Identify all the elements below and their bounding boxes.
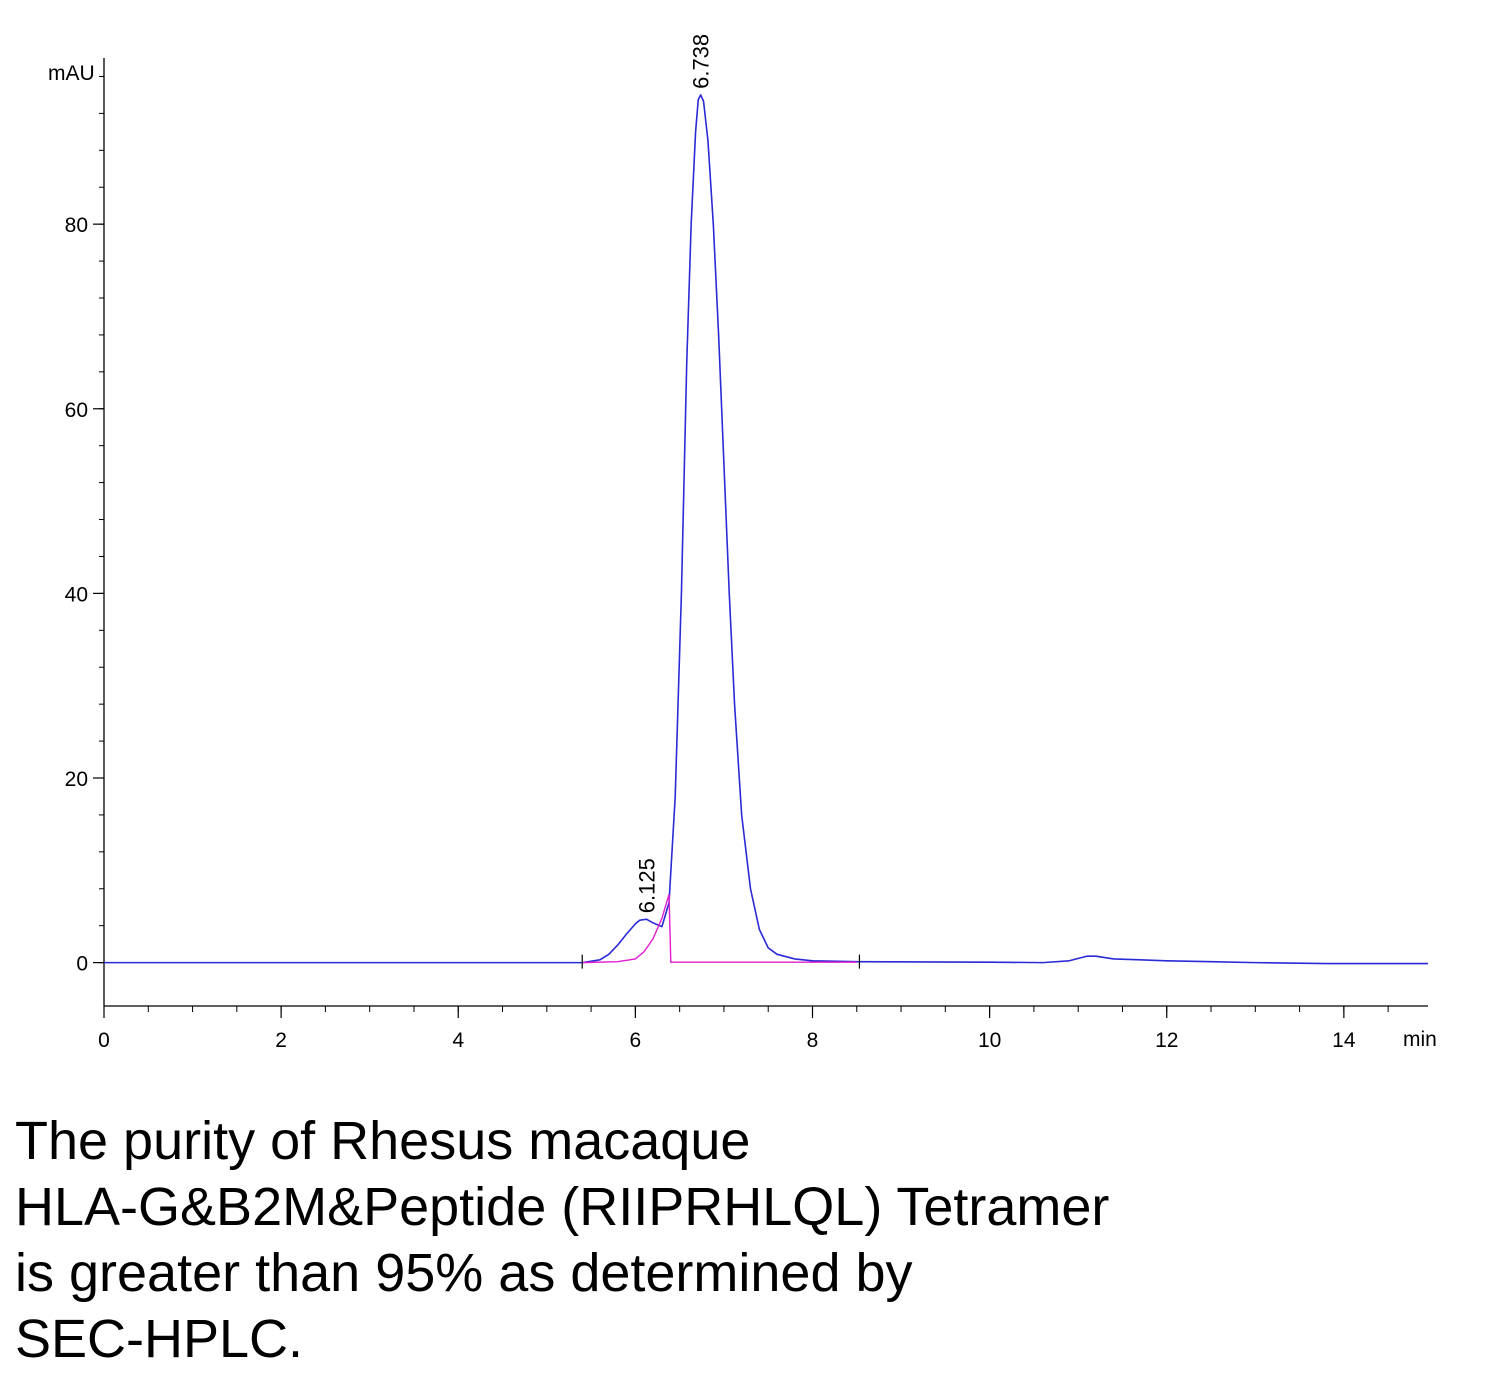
y-axis-unit-label: mAU xyxy=(48,62,95,85)
y-tick-label: 80 xyxy=(65,214,88,237)
x-tick-label: 10 xyxy=(978,1029,1001,1052)
y-tick-label: 0 xyxy=(76,953,88,976)
y-tick-label: 20 xyxy=(65,768,88,791)
chromatogram-chart: mAU min 0 20 40 60 80 0 2 4 6 8 10 12 14 6.125 6.738 xyxy=(48,34,1437,1052)
x-tick-label: 4 xyxy=(452,1029,464,1052)
x-axis-unit-label: min xyxy=(1403,1028,1437,1051)
peak-rt-label: 6.125 xyxy=(634,858,659,913)
peak-labels-group: 6.125 6.738 xyxy=(634,34,713,913)
y-tick-label: 60 xyxy=(65,399,88,422)
x-tick-label: 14 xyxy=(1332,1029,1356,1052)
signal-trace-group xyxy=(104,94,1428,969)
x-tick-label: 0 xyxy=(98,1029,110,1052)
x-tick-label: 6 xyxy=(630,1029,642,1052)
x-tick-label: 2 xyxy=(275,1029,287,1052)
peak-rt-label: 6.738 xyxy=(689,34,714,89)
x-tick-label: 12 xyxy=(1155,1029,1178,1052)
y-tick-label: 40 xyxy=(65,583,88,606)
chromatogram-signal-line xyxy=(104,94,1428,965)
figure-caption: The purity of Rhesus macaque HLA-G&B2M&P… xyxy=(15,1108,1475,1372)
axes-group: mAU min 0 20 40 60 80 0 2 4 6 8 10 12 14 xyxy=(48,58,1437,1052)
integration-baseline-line xyxy=(582,894,857,964)
chromatogram-svg: mAU min 0 20 40 60 80 0 2 4 6 8 10 12 14 6.125 6.738 xyxy=(48,34,1437,1052)
caption-line-4: SEC-HPLC. xyxy=(15,1309,304,1369)
caption-line-2: HLA-G&B2M&Peptide (RIIPRHLQL) Tetramer xyxy=(15,1177,1110,1237)
caption-line-1: The purity of Rhesus macaque xyxy=(15,1111,751,1171)
x-tick-label: 8 xyxy=(807,1029,819,1052)
caption-line-3: is greater than 95% as determined by xyxy=(15,1243,913,1303)
